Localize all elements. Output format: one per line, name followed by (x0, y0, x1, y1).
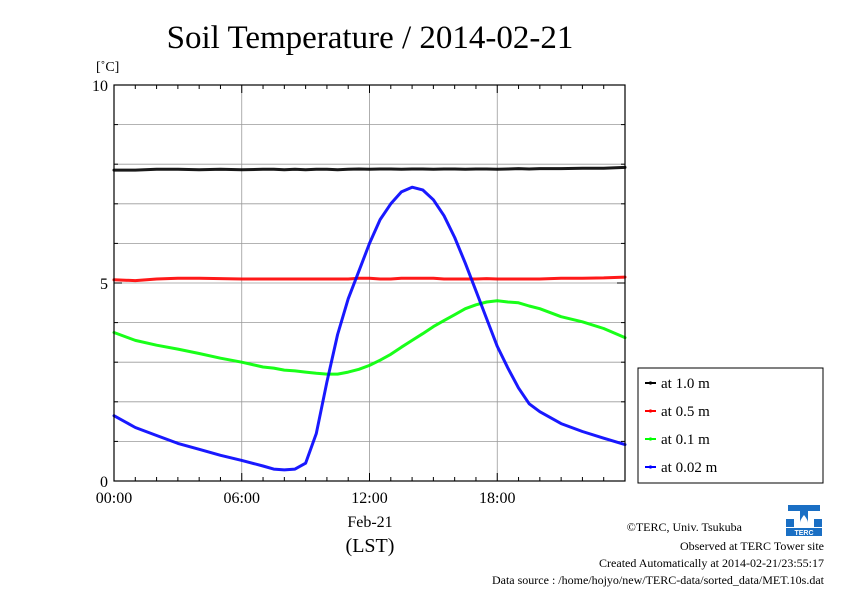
logo-text: TERC (794, 530, 813, 537)
series-group (112, 165, 627, 472)
legend-label: at 0.1 m (661, 432, 710, 448)
legend: at 1.0 m at 0.5 m at 0.1 m at 0.02 m (637, 367, 824, 484)
legend-marker (648, 437, 653, 441)
terc-logo: TERC (784, 503, 824, 537)
observed-text: Observed at TERC Tower site (679, 539, 824, 553)
date-label: Feb-21 (347, 514, 392, 531)
axes: 00:00 06:00 12:00 18:00 0 5 10 (92, 78, 626, 507)
legend-label: at 1.0 m (661, 376, 710, 392)
data-source-text: Data source : /home/hojyo/new/TERC-data/… (491, 573, 824, 587)
y-axis-unit-label: [˚C] (96, 60, 119, 75)
legend-marker (648, 409, 653, 413)
series-line-1 (112, 275, 627, 283)
chart-title: Soil Temperature / 2014-02-21 (167, 20, 574, 56)
legend-label: at 0.02 m (661, 460, 718, 476)
legend-box (637, 367, 824, 484)
y-tick-label: 0 (100, 474, 108, 491)
y-tick-label: 5 (100, 276, 108, 293)
series-line-0 (112, 165, 627, 172)
legend-marker (648, 465, 653, 469)
series-line-2 (112, 299, 627, 376)
x-axis-label: (LST) (346, 535, 395, 557)
grid-lines (114, 85, 625, 481)
x-tick-label: 06:00 (224, 490, 260, 507)
legend-label: at 0.5 m (661, 404, 710, 420)
series-line-3 (112, 185, 627, 472)
created-text: Created Automatically at 2014-02-21/23:5… (599, 556, 824, 570)
x-tick-label: 12:00 (351, 490, 387, 507)
y-tick-label: 10 (92, 78, 108, 95)
copyright-text: ©TERC, Univ. Tsukuba (626, 520, 742, 534)
legend-marker (648, 381, 653, 385)
x-tick-label: 00:00 (96, 490, 132, 507)
x-tick-label: 18:00 (479, 490, 515, 507)
